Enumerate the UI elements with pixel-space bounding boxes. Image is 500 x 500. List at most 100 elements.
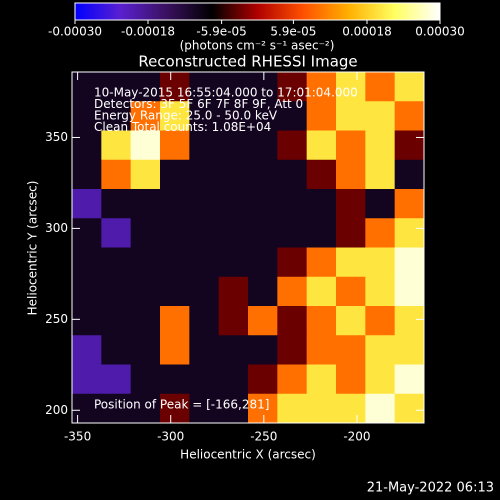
heatmap-cell [306,130,337,161]
heatmap-cell [365,101,396,131]
heatmap-cell [218,72,249,102]
heatmap-cell [101,247,132,278]
heatmap-cell [189,247,220,278]
heatmap-cell [365,335,396,365]
heatmap-cell [160,335,190,365]
heatmap-cell [72,218,102,248]
heatmap-cell [277,189,308,219]
heatmap-cell [306,72,337,102]
heatmap-cell [218,101,249,131]
heatmap-cell [394,218,425,248]
heatmap-cell [365,306,396,336]
x-tick-label: -200 [343,430,370,444]
heatmap-cell [189,130,220,161]
heatmap-cell [365,72,396,102]
peak-label: Position of Peak = [-166,281] [94,398,269,412]
colorbar-tick-label: 5.9e-05 [270,25,316,39]
heatmap-cell [218,364,249,395]
heatmap-cell [336,189,366,219]
x-tick-label: -350 [64,430,91,444]
heatmap-cell [72,393,102,424]
heatmap-cell [394,72,425,102]
annotation: Detectors: 3F 5F 6F 7F 8F 9F, Att 0 [94,97,303,111]
colorbar-tick-label: -0.00030 [48,25,102,39]
heatmap-cell [72,72,102,102]
colorbar-label: (photons cm⁻² s⁻¹ asec⁻²) [180,39,335,53]
heatmap-cell [365,218,396,248]
heatmap-cell [277,306,308,336]
heatmap-cell [130,306,161,336]
heatmap-cell [394,159,425,190]
heatmap-cell [189,189,220,219]
heatmap-cell [130,276,161,307]
heatmap-cell [277,364,308,395]
heatmap-cell [101,218,132,248]
heatmap-cell [160,130,190,161]
heatmap-cell [365,393,396,424]
heatmap-cell [277,393,308,424]
heatmap-cell [336,101,366,131]
heatmap-cell [306,189,337,219]
heatmap-cell [306,159,337,190]
heatmap-cell [189,276,220,307]
heatmap-cell [336,159,366,190]
heatmap-cell [336,247,366,278]
heatmap-cell [189,306,220,336]
plot-frame [71,71,425,424]
heatmap-cell [248,130,278,161]
heatmap-cell [160,101,190,131]
heatmap-cell [160,306,190,336]
heatmap-cell [160,364,190,395]
heatmap-cell [72,130,102,161]
footer: 21-May-2022 06:13 [367,481,494,496]
heatmap-cell [248,306,278,336]
heatmap-cell [160,218,190,248]
heatmap-cell [72,189,102,219]
heatmap-cell [365,364,396,395]
heatmap-cell [336,393,366,424]
heatmap-cell [365,189,396,219]
heatmap-cell [160,189,190,219]
heatmap-cell [218,393,249,424]
heatmap-cell [306,218,337,248]
heatmap-cell [336,130,366,161]
heatmap-cell [130,72,161,102]
heatmap-cell [72,101,102,131]
heatmap-cell [277,335,308,365]
heatmap-cell [248,189,278,219]
colorbar-tick-label: 0.00018 [342,25,392,39]
colorbar [74,2,441,21]
heatmap-cell [306,306,337,336]
heatmap-cell [218,276,249,307]
heatmap-cell [277,101,308,131]
y-tick-label: 300 [45,221,68,235]
heatmap-cell [394,130,425,161]
heatmap-cell [277,218,308,248]
heatmap-cell [248,393,278,424]
heatmap-cell [130,393,161,424]
heatmap-cell [189,335,220,365]
y-tick-label: 250 [45,312,68,326]
heatmap-cell [130,189,161,219]
heatmap-cell [306,247,337,278]
heatmap-cell [72,306,102,336]
heatmap-cell [189,159,220,190]
heatmap-cell [306,335,337,365]
heatmap-cell [130,159,161,190]
heatmap-cell [248,101,278,131]
heatmap-cell [306,393,337,424]
chart-title: Reconstructed RHESSI Image [138,53,357,71]
colorbar-tick-label: -5.9e-05 [196,25,246,39]
heatmap-cell [130,335,161,365]
heatmap-cell [365,159,396,190]
heatmap-cell [248,335,278,365]
heatmap-cell [101,101,132,131]
heatmap-cell [336,364,366,395]
heatmap-cell [218,189,249,219]
heatmap-cell [336,306,366,336]
annotation: 10-May-2015 16:55:04.000 to 17:01:04.000 [94,86,358,100]
heatmap-cell [130,364,161,395]
heatmap-cell [130,218,161,248]
heatmap-cell [218,306,249,336]
